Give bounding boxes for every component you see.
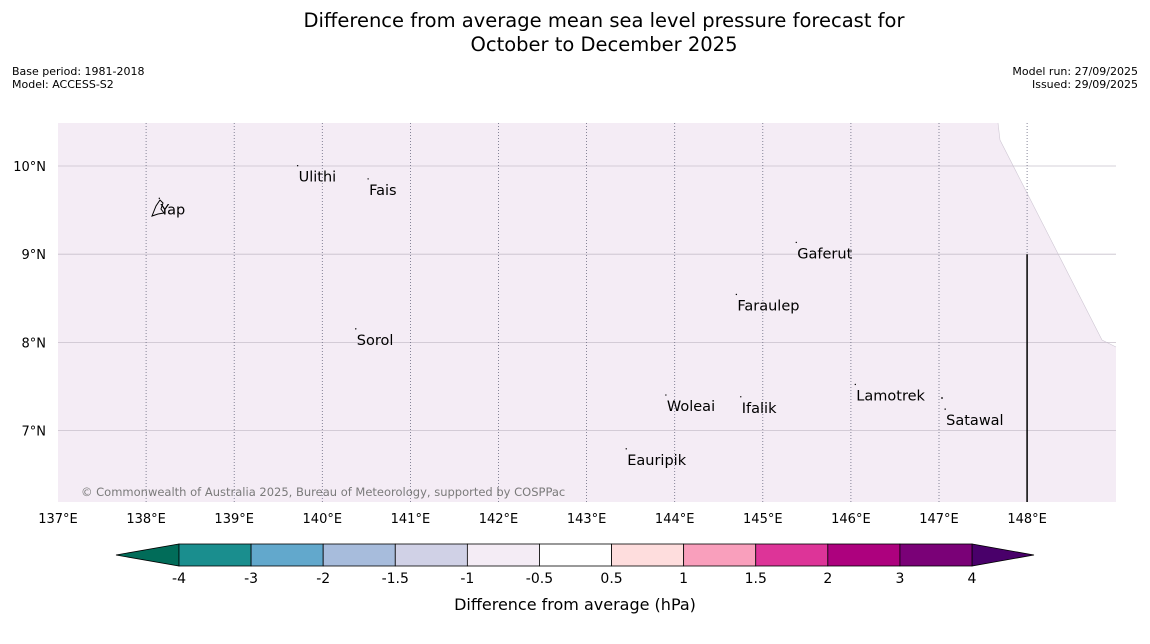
place-label: Woleai (667, 399, 715, 415)
colorbar-segment (539, 543, 612, 567)
no-data-boundary (997, 122, 1117, 348)
colorbar-tick-label: -3 (244, 571, 258, 587)
colorbar-tick-label: 3 (895, 571, 904, 587)
no-data-region (998, 123, 1116, 347)
colorbar-over-extension (971, 543, 1035, 567)
place-marker (665, 394, 667, 396)
model-label: Model: ACCESS-S2 (12, 78, 114, 91)
colorbar-tick-label: 4 (968, 571, 977, 587)
map-area: 10°N 9°N 8°N 7°N 137°E 138°E 139°E 140°E 141°E 14… (13, 122, 1117, 527)
place-label: Ulithi (299, 170, 337, 186)
lon-tick-label: 143°E (567, 512, 607, 527)
lat-tick-label: 7°N (22, 425, 47, 440)
colorbar-segment (466, 543, 540, 567)
colorbar: -4 -3 -2 -1.5 -1 -0.5 0.5 1 1.5 2 3 4 Difference fro… (115, 543, 1035, 614)
meta-left: Base period: 1981-2018 Model: ACCESS-S2 (12, 65, 144, 91)
lon-tick-label: 138°E (126, 512, 166, 527)
place-label: Eauripik (627, 453, 686, 469)
lon-tick-label: 140°E (303, 512, 343, 527)
colorbar-tick-label: -2 (316, 571, 330, 587)
colorbar-under-extension (115, 543, 180, 567)
place-marker (355, 328, 357, 330)
yap-island-outline (151, 199, 165, 217)
place-marker (740, 396, 742, 398)
place-marker (735, 293, 738, 296)
colorbar-segment (755, 543, 829, 567)
place-label: Faraulep (737, 298, 799, 314)
place-marker (296, 165, 299, 167)
lon-tick-label: 141°E (391, 512, 431, 527)
place-marker (795, 241, 797, 244)
forecast-fill (58, 123, 1116, 502)
place-marker (625, 448, 627, 450)
lon-tick-label: 137°E (38, 512, 78, 527)
place-label: Lamotrek (856, 388, 925, 404)
map-title: Difference from average mean sea level p… (0, 9, 1150, 57)
islet-dot (941, 397, 943, 399)
lon-tick-label: 144°E (655, 512, 695, 527)
place-label: Sorol (357, 333, 394, 349)
place-marker (158, 197, 161, 200)
colorbar-segment (899, 543, 973, 567)
colorbar-segment (322, 543, 396, 567)
title-line-1: Difference from average mean sea level p… (303, 9, 905, 32)
lon-tick-label: 145°E (743, 512, 783, 527)
place-marker (854, 383, 857, 386)
place-label: Yap (159, 202, 185, 218)
lat-tick-label: 10°N (13, 160, 46, 175)
lon-tick-label: 147°E (919, 512, 959, 527)
meta-right: Model run: 27/09/2025 Issued: 29/09/2025 (1012, 65, 1138, 91)
colorbar-segment (394, 543, 468, 567)
place-label: Gaferut (797, 246, 852, 262)
colorbar-segment (250, 543, 324, 567)
colorbar-tick-label: 1 (679, 571, 688, 587)
lat-tick-label: 9°N (22, 248, 47, 263)
colorbar-tick-label: -1 (460, 571, 474, 587)
place-marker (367, 178, 369, 180)
colorbar-title: Difference from average (hPa) (454, 595, 696, 614)
lon-tick-label: 146°E (831, 512, 871, 527)
lon-tick-label: 139°E (214, 512, 254, 527)
place-label: Ifalik (742, 401, 777, 417)
issued-label: Issued: 29/09/2025 (1031, 78, 1138, 91)
model-run-label: Model run: 27/09/2025 (1012, 65, 1138, 78)
base-period-label: Base period: 1981-2018 (12, 65, 145, 78)
colorbar-segment (827, 543, 901, 567)
lon-tick-label: 148°E (1007, 512, 1047, 527)
title-line-2: October to December 2025 (470, 33, 738, 56)
colorbar-segment (178, 543, 252, 567)
place-marker (944, 408, 946, 410)
colorbar-segment (683, 543, 757, 567)
colorbar-tick-label: -0.5 (526, 571, 553, 587)
colorbar-tick-label: 1.5 (745, 571, 767, 587)
colorbar-tick-label: -4 (172, 571, 186, 587)
colorbar-tick-label: 0.5 (600, 571, 622, 587)
place-label: Fais (369, 183, 396, 199)
lon-tick-label: 142°E (479, 512, 519, 527)
colorbar-tick-label: -1.5 (382, 571, 409, 587)
lat-tick-label: 8°N (22, 336, 47, 351)
copyright-text: © Commonwealth of Australia 2025, Bureau… (81, 485, 565, 499)
colorbar-segment (611, 543, 685, 567)
place-label: Satawal (946, 413, 1003, 429)
colorbar-tick-label: 2 (823, 571, 832, 587)
